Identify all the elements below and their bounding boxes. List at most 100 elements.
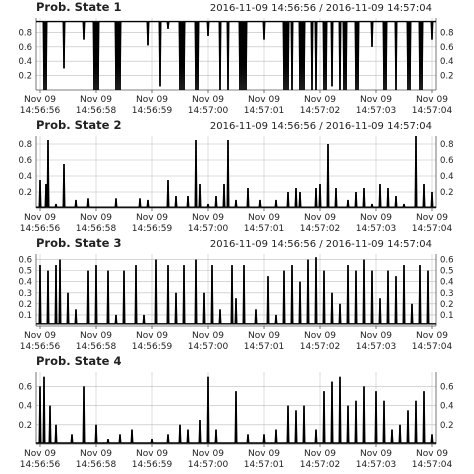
- x-tick-label-time: 14:56:58: [76, 460, 117, 470]
- y-tick-label-left: 0.4: [18, 172, 32, 182]
- x-tick-label-time: 14:57:03: [356, 106, 396, 116]
- x-tick-label-date: Nov 09: [304, 449, 336, 459]
- x-tick-label-date: Nov 09: [360, 95, 392, 105]
- x-tick-label-date: Nov 09: [360, 449, 392, 459]
- x-tick-label-date: Nov 09: [248, 449, 280, 459]
- x-tick-label-time: 14:57:03: [356, 342, 396, 352]
- y-tick-label-left: 0.6: [18, 382, 32, 392]
- x-tick-label-date: Nov 09: [192, 331, 224, 341]
- x-tick-label-date: Nov 09: [360, 213, 392, 223]
- x-tick-label-date: Nov 09: [24, 213, 56, 223]
- x-tick-label-date: Nov 09: [24, 331, 56, 341]
- panel-title: Prob. State 4: [36, 354, 121, 368]
- x-tick-label-time: 14:57:02: [300, 342, 340, 352]
- y-tick-label-left: 0.2: [18, 188, 32, 198]
- x-tick-label-time: 14:57:04: [412, 224, 453, 234]
- y-tick-label-left: 0.1: [18, 311, 32, 321]
- x-tick-label-date: Nov 09: [192, 449, 224, 459]
- x-tick-label-time: 14:57:00: [188, 224, 229, 234]
- panel-title: Prob. State 2: [36, 118, 121, 132]
- y-tick-label-right: 0.4: [440, 172, 454, 182]
- y-tick-label-right: 0.6: [440, 256, 454, 266]
- y-tick-label-right: 0.2: [440, 300, 454, 310]
- y-tick-label-right: 0.2: [440, 72, 454, 82]
- x-tick-label-date: Nov 09: [80, 449, 112, 459]
- panel-title: Prob. State 1: [36, 0, 121, 14]
- x-tick-label-time: 14:57:03: [356, 224, 396, 234]
- x-tick-label-date: Nov 09: [136, 331, 168, 341]
- x-tick-label-time: 14:57:00: [188, 460, 229, 470]
- x-tick-label-time: 14:57:03: [356, 460, 396, 470]
- x-tick-label-time: 14:57:02: [300, 224, 340, 234]
- x-tick-label-date: Nov 09: [80, 213, 112, 223]
- x-tick-label-time: 14:57:04: [412, 106, 453, 116]
- x-tick-label-time: 14:56:56: [20, 460, 61, 470]
- panel-time-range: 2016-11-09 14:56:56 / 2016-11-09 14:57:0…: [210, 239, 432, 250]
- panel-title: Prob. State 3: [36, 236, 121, 250]
- x-tick-label-time: 14:56:59: [132, 342, 173, 352]
- x-tick-label-time: 14:57:01: [244, 106, 284, 116]
- x-tick-label-time: 14:56:56: [20, 342, 61, 352]
- x-tick-label-date: Nov 09: [416, 95, 448, 105]
- x-tick-label-time: 14:57:00: [188, 106, 229, 116]
- y-tick-label-left: 0.8: [18, 140, 32, 150]
- y-tick-label-left: 0.4: [18, 57, 32, 67]
- y-tick-label-right: 0.8: [440, 140, 454, 150]
- x-tick-label-time: 14:57:01: [244, 342, 284, 352]
- y-tick-label-right: 0.3: [440, 289, 454, 299]
- x-tick-label-time: 14:57:02: [300, 106, 340, 116]
- x-tick-label-date: Nov 09: [416, 449, 448, 459]
- y-tick-label-right: 0.5: [440, 267, 454, 277]
- y-tick-label-left: 0.4: [18, 278, 32, 288]
- x-tick-label-time: 14:56:59: [132, 106, 173, 116]
- y-tick-label-right: 0.8: [440, 28, 454, 38]
- x-tick-label-date: Nov 09: [360, 331, 392, 341]
- y-tick-label-right: 0.4: [440, 402, 454, 412]
- x-tick-label-date: Nov 09: [416, 213, 448, 223]
- y-tick-label-right: 0.6: [440, 43, 454, 53]
- y-tick-label-left: 0.2: [18, 72, 32, 82]
- x-tick-label-date: Nov 09: [80, 95, 112, 105]
- x-tick-label-date: Nov 09: [80, 331, 112, 341]
- y-tick-label-left: 0.8: [18, 28, 32, 38]
- x-tick-label-date: Nov 09: [24, 449, 56, 459]
- y-tick-label-left: 0.6: [18, 156, 32, 166]
- chart-panel-3: Prob. State 3 2016-11-09 14:56:56 / 2016-…: [18, 236, 453, 352]
- chart-panel-1: Prob. State 1 2016-11-09 14:56:56 / 2016-…: [18, 0, 453, 116]
- x-tick-label-time: 14:56:56: [20, 106, 61, 116]
- x-tick-label-time: 14:57:01: [244, 224, 284, 234]
- x-tick-label-time: 14:57:01: [244, 460, 284, 470]
- chart-panel-2: Prob. State 2 2016-11-09 14:56:56 / 2016-…: [18, 118, 453, 234]
- y-tick-label-left: 0.2: [18, 421, 32, 431]
- x-tick-label-date: Nov 09: [248, 213, 280, 223]
- x-tick-label-date: Nov 09: [248, 95, 280, 105]
- x-tick-label-time: 14:57:02: [300, 460, 340, 470]
- y-tick-label-left: 0.6: [18, 43, 32, 53]
- y-tick-label-left: 0.5: [18, 267, 32, 277]
- x-tick-label-time: 14:56:58: [76, 342, 117, 352]
- x-tick-label-time: 14:56:58: [76, 224, 117, 234]
- y-tick-label-right: 0.1: [440, 311, 454, 321]
- panel-time-range: 2016-11-09 14:56:56 / 2016-11-09 14:57:0…: [210, 121, 432, 132]
- x-tick-label-time: 14:57:00: [188, 342, 229, 352]
- y-tick-label-left: 0.6: [18, 256, 32, 266]
- x-tick-label-time: 14:57:04: [412, 342, 453, 352]
- x-tick-label-date: Nov 09: [192, 95, 224, 105]
- x-tick-label-time: 14:56:58: [76, 106, 117, 116]
- x-tick-label-date: Nov 09: [136, 95, 168, 105]
- x-tick-label-date: Nov 09: [248, 331, 280, 341]
- y-tick-label-right: 0.6: [440, 156, 454, 166]
- y-tick-label-right: 0.2: [440, 188, 454, 198]
- y-tick-label-right: 0.4: [440, 278, 454, 288]
- x-tick-label-date: Nov 09: [136, 449, 168, 459]
- x-tick-label-date: Nov 09: [192, 213, 224, 223]
- y-tick-label-right: 0.2: [440, 421, 454, 431]
- x-tick-label-date: Nov 09: [136, 213, 168, 223]
- x-tick-label-time: 14:57:04: [412, 460, 453, 470]
- x-tick-label-date: Nov 09: [304, 213, 336, 223]
- panel-time-range: 2016-11-09 14:56:56 / 2016-11-09 14:57:0…: [210, 3, 432, 14]
- x-tick-label-date: Nov 09: [304, 331, 336, 341]
- y-tick-label-left: 0.2: [18, 300, 32, 310]
